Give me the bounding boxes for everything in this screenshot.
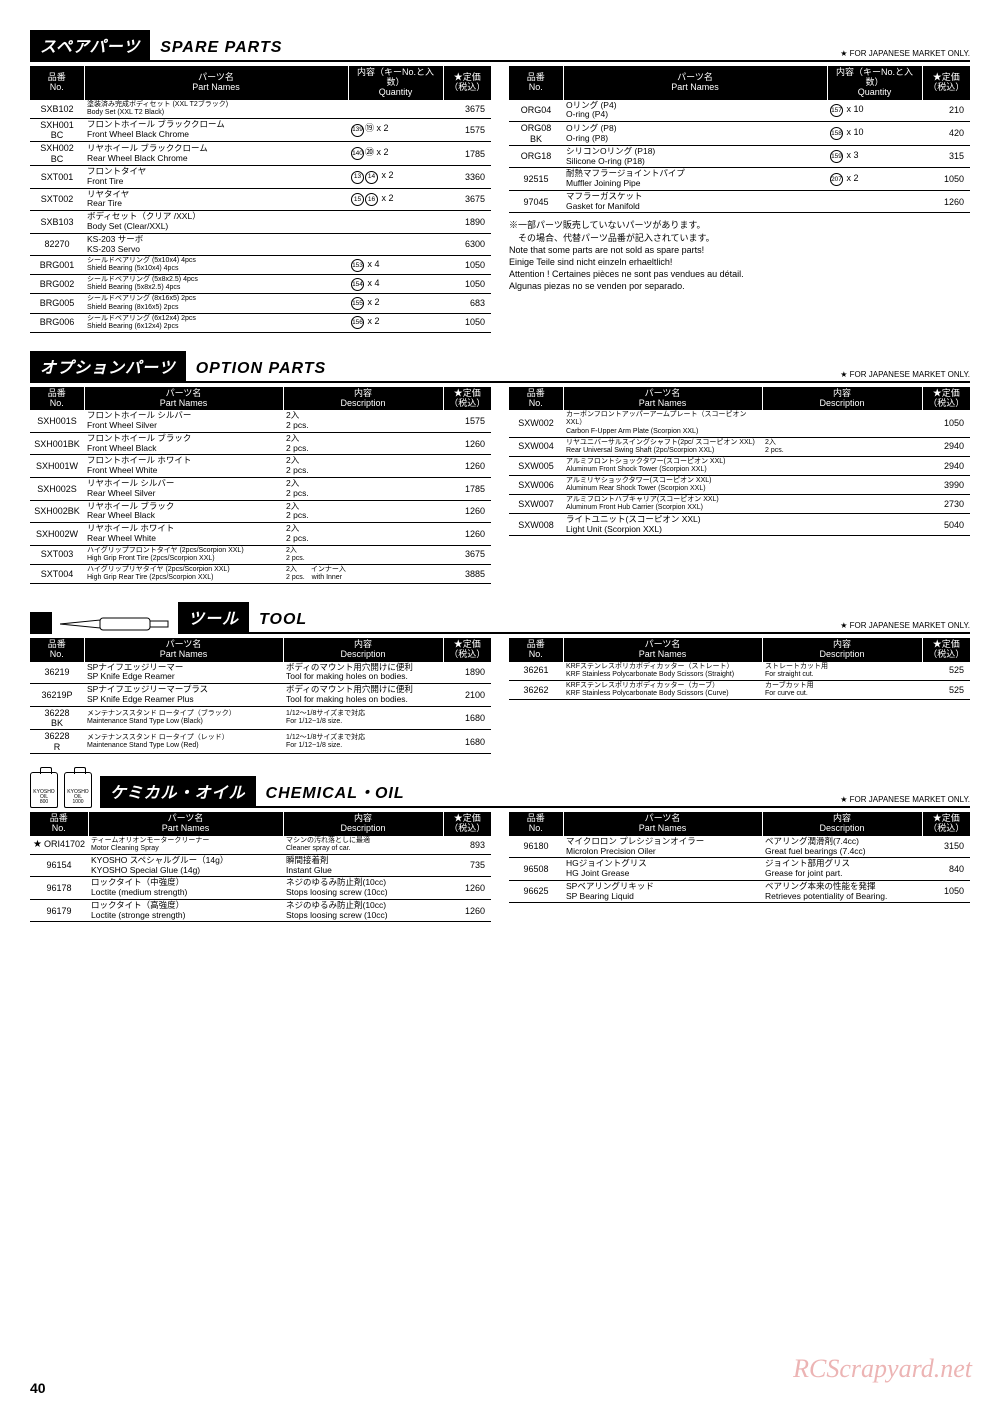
reamer-icon: [60, 614, 170, 634]
table-row: SXH002BCリヤホイール ブラッククロームRear Wheel Black …: [30, 142, 491, 166]
table-row: SXB102塗装済み完成ボディセット (XXL T2ブラック)Body Set …: [30, 100, 491, 119]
section-chemical: KYOSHO OIL 800 KYOSHO OIL 1000 ケミカル・オイル …: [30, 772, 970, 922]
table-row: 36262KRFステンレスポリカボディカッター（カーブ）KRF Stainles…: [509, 680, 970, 699]
table-row: SXW007アルミフロントハブキャリア(スコーピオン XXL)Aluminum …: [509, 494, 970, 513]
chemical-table-left: 品番No. パーツ名Part Names 内容Description ★定価（税…: [30, 812, 491, 922]
table-row: SXB103ボディセット（クリア /XXL）Body Set (Clear/XX…: [30, 211, 491, 234]
table-row: SXW002カーボンフロントアッパーアームプレート（スコーピオン XXL）Car…: [509, 410, 970, 437]
table-row: SXW006アルミリヤショックタワー(スコーピオン XXL)Aluminum R…: [509, 475, 970, 494]
chemical-table-right: 品番No. パーツ名Part Names 内容Description ★定価（税…: [509, 812, 970, 903]
title-jp: スペアパーツ: [30, 30, 150, 60]
page-number: 40: [30, 1380, 46, 1396]
table-row: 96625SPベアリングリキッドSP Bearing Liquidベアリング本来…: [509, 880, 970, 903]
spare-notes: ※一部パーツ販売していないパーツがあります。 その場合、代替パーツ品番が記入され…: [509, 219, 970, 292]
table-row: 96179ロックタイト（高強度）Loctite (stronge strengt…: [30, 899, 491, 922]
page-content: スペアパーツ SPARE PARTS ★ FOR JAPANESE MARKET…: [0, 0, 1000, 922]
table-row: 82270KS-203 サーボKS-203 Servo6300: [30, 233, 491, 256]
spare-table-left: 品番No. パーツ名Part Names 内容（キーNo.と入数）Quantit…: [30, 66, 491, 333]
tool-icon-block: [30, 612, 52, 634]
table-row: BRG001シールドベアリング (5x10x4) 4pcsShield Bear…: [30, 256, 491, 275]
table-row: SXH001BCフロントホイール ブラッククロームFront Wheel Bla…: [30, 118, 491, 142]
table-row: BRG006シールドベアリング (6x12x4) 2pcsShield Bear…: [30, 313, 491, 332]
table-row: ORG04Oリング (P4)O-ring (P4)157 x 10210: [509, 100, 970, 122]
table-row: 96154KYOSHO スペシャルグルー（14g）KYOSHO Special …: [30, 854, 491, 877]
title-en: SPARE PARTS: [150, 36, 292, 60]
table-row: 92515耐熱マフラージョイントパイプMuffler Joining Pipe2…: [509, 168, 970, 191]
table-row: SXT002リヤタイヤRear Tire1516 x 23675: [30, 188, 491, 211]
jp-market-note: ★ FOR JAPANESE MARKET ONLY.: [840, 49, 970, 60]
table-row: ORG18シリコンOリング (P18)Silicone O-ring (P18)…: [509, 145, 970, 168]
table-row: BRG005シールドベアリング (8x16x5) 2pcsShield Bear…: [30, 294, 491, 313]
section-tool: ツール TOOL ★ FOR JAPANESE MARKET ONLY. 品番N…: [30, 602, 970, 754]
table-row: SXH001Sフロントホイール シルバーFront Wheel Silver2入…: [30, 410, 491, 432]
table-row: 96178ロックタイト（中強度）Loctite (medium strength…: [30, 877, 491, 900]
table-row: BRG002シールドベアリング (5x8x2.5) 4pcsShield Bea…: [30, 275, 491, 294]
table-row: 36228Rメンテナンススタンド ロータイプ（レッド）Maintenance S…: [30, 730, 491, 754]
table-row: SXT003ハイグリップフロントタイヤ (2pcs/Scorpion XXL)H…: [30, 545, 491, 564]
section-spare: スペアパーツ SPARE PARTS ★ FOR JAPANESE MARKET…: [30, 30, 970, 333]
oil-bottle-icons: KYOSHO OIL 800 KYOSHO OIL 1000: [30, 772, 92, 808]
table-row: 36261KRFステンレスポリカボディカッター（ストレート）KRF Stainl…: [509, 662, 970, 681]
spare-table-right: 品番No. パーツ名Part Names 内容（キーNo.と入数）Quantit…: [509, 66, 970, 213]
table-row: 36219SPナイフエッジリーマーSP Knife Edge Reamerボディ…: [30, 662, 491, 684]
table-row: 97045マフラーガスケットGasket for Manifold1260: [509, 190, 970, 213]
tool-table-left: 品番No. パーツ名Part Names 内容Description ★定価（税…: [30, 638, 491, 754]
table-row: ORG08BKOリング (P8)O-ring (P8)158 x 10420: [509, 122, 970, 146]
table-row: SXW005アルミフロントショックタワー(スコーピオン XXL)Aluminum…: [509, 456, 970, 475]
option-table-right: 品番No. パーツ名Part Names 内容Description ★定価（税…: [509, 387, 970, 537]
table-row: SXT004ハイグリップリヤタイヤ (2pcs/Scorpion XXL)Hig…: [30, 564, 491, 583]
table-row: SXW008ライトユニット(スコーピオン XXL)Light Unit (Sco…: [509, 513, 970, 536]
table-row: 96180マイクロロン プレシジョンオイラーMicrolon Precision…: [509, 836, 970, 858]
table-row: SXH002Sリヤホイール シルバーRear Wheel Silver2入2 p…: [30, 478, 491, 501]
table-row: SXH002Wリヤホイール ホワイトRear Wheel White2入2 pc…: [30, 523, 491, 546]
table-row: SXT001フロントタイヤFront Tire1314 x 23360: [30, 166, 491, 189]
table-row: 36228BKメンテナンススタンド ロータイプ（ブラック）Maintenance…: [30, 706, 491, 730]
tool-table-right: 品番No. パーツ名Part Names 内容Description ★定価（税…: [509, 638, 970, 700]
option-table-left: 品番No. パーツ名Part Names 内容Description ★定価（税…: [30, 387, 491, 584]
table-row: SXH001BKフロントホイール ブラックFront Wheel Black2入…: [30, 432, 491, 455]
section-option: オプションパーツ OPTION PARTS ★ FOR JAPANESE MAR…: [30, 351, 970, 584]
oil-bottle-icon: KYOSHO OIL 800: [30, 772, 58, 808]
watermark: RCScrapyard.net: [793, 1354, 972, 1384]
section-header-spare: スペアパーツ SPARE PARTS ★ FOR JAPANESE MARKET…: [30, 30, 970, 62]
table-row: SXH001Wフロントホイール ホワイトFront Wheel White2入2…: [30, 455, 491, 478]
table-row: SXH002BKリヤホイール ブラックRear Wheel Black2入2 p…: [30, 500, 491, 523]
table-row: ★ORI41702ティームオリオンモータークリーナーMotor Cleaning…: [30, 836, 491, 855]
table-row: 36219PSPナイフエッジリーマープラスSP Knife Edge Reame…: [30, 684, 491, 707]
table-row: SXW004リヤユニバーサルスイングシャフト(2pc/ スコーピオン XXL)R…: [509, 437, 970, 456]
oil-bottle-icon: KYOSHO OIL 1000: [64, 772, 92, 808]
table-row: 96508HGジョイントグリスHG Joint Greaseジョイント部用グリス…: [509, 858, 970, 881]
